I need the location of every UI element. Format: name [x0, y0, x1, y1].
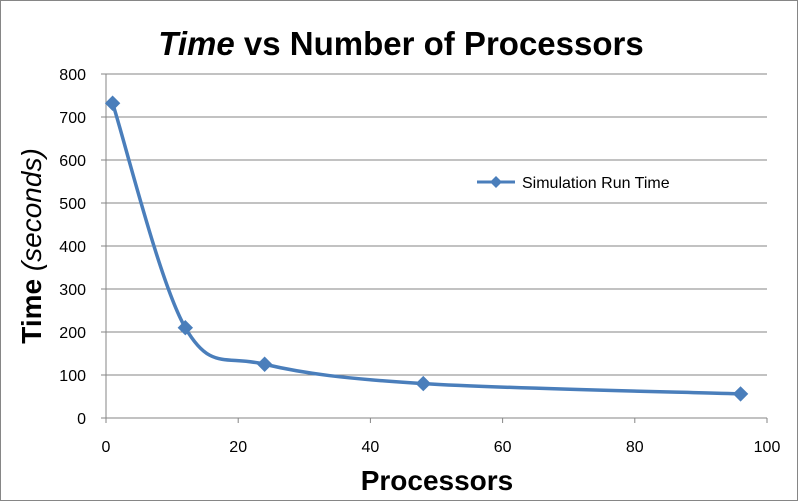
axes: [101, 73, 768, 423]
data-point-marker: [177, 319, 194, 336]
y-tick-label: 200: [59, 325, 86, 342]
legend-series-label: Simulation Run Time: [522, 175, 670, 192]
x-axis-title: Processors: [361, 465, 514, 496]
y-tick-label: 100: [59, 368, 86, 385]
chart-title: Time vs Number of Processors: [158, 25, 643, 62]
chart-title-rest: vs Number of Processors: [235, 25, 644, 62]
data-point-marker: [256, 356, 273, 372]
series-group: [104, 95, 749, 402]
y-tick-label: 600: [59, 153, 86, 170]
data-point-marker: [415, 375, 431, 392]
y-tick-label: 500: [59, 196, 86, 213]
y-tick-label: 400: [59, 239, 86, 256]
legend-series-marker: [490, 176, 502, 188]
y-tick-label: 300: [59, 282, 86, 299]
y-tick-label: 800: [59, 67, 86, 84]
x-tick-label: 40: [362, 439, 380, 456]
x-tick-label: 100: [754, 439, 781, 456]
y-axis-title-italic: (seconds): [16, 148, 47, 271]
legend: Simulation Run Time: [477, 175, 670, 192]
x-axis-tick-labels: 0 20 40 60 80 100: [102, 439, 781, 456]
x-tick-label: 0: [102, 439, 111, 456]
y-tick-label: 700: [59, 110, 86, 127]
x-tick-label: 20: [229, 439, 247, 456]
chart-title-italic: Time: [158, 25, 234, 62]
y-axis-title: Time (seconds): [16, 148, 47, 344]
x-tick-label: 80: [626, 439, 644, 456]
data-point-marker: [104, 95, 121, 111]
series-line-simulation-run-time: [110, 102, 741, 396]
y-axis-tick-labels: 0 100 200 300 400 500 600 700 800: [59, 67, 86, 428]
x-tick-label: 60: [494, 439, 512, 456]
gridlines: [106, 73, 767, 376]
y-tick-label: 0: [77, 411, 86, 428]
y-axis-title-main: Time: [16, 271, 47, 344]
data-point-marker: [732, 386, 749, 402]
